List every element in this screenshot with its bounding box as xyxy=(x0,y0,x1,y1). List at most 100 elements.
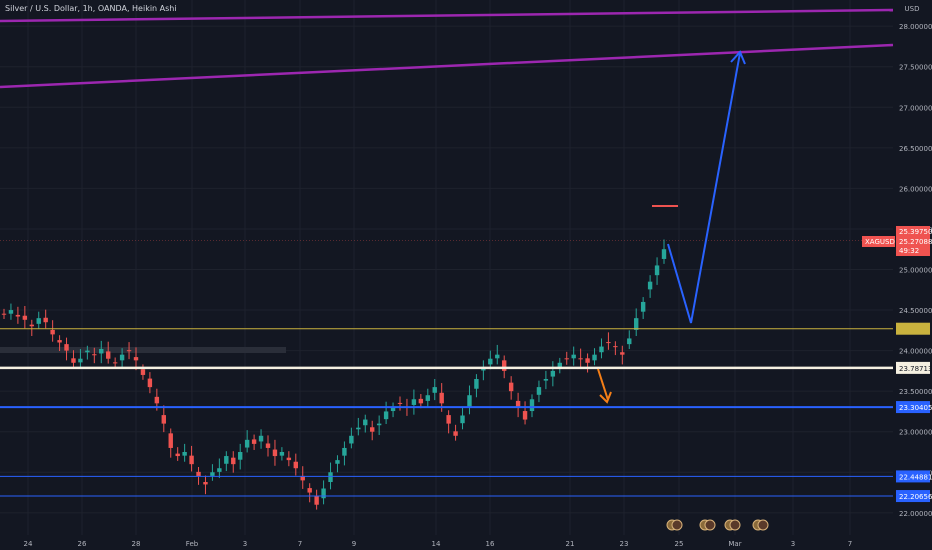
candle-body xyxy=(460,415,465,424)
time-tick-label: 26 xyxy=(78,540,87,548)
candle-body xyxy=(78,358,83,363)
candle-body xyxy=(15,314,21,317)
price-axis-background xyxy=(896,0,932,550)
candle-body xyxy=(557,362,562,369)
candle-body xyxy=(640,301,646,312)
candle-body xyxy=(654,265,660,276)
candle-body xyxy=(106,351,111,359)
candle-body xyxy=(418,398,424,404)
candle-body xyxy=(439,392,444,404)
price-tick-label: 22.00000 xyxy=(899,510,932,518)
candle-body xyxy=(307,488,312,493)
price-tick-label: 26.50000 xyxy=(899,145,932,153)
candle-body xyxy=(370,427,375,432)
candle-body xyxy=(99,348,104,354)
candle-body xyxy=(432,387,437,393)
candle-body xyxy=(446,415,451,424)
candle-body xyxy=(1,313,7,315)
candle-body xyxy=(453,431,458,436)
candle-body xyxy=(140,369,146,375)
candle-body xyxy=(467,395,472,407)
current-price-tag xyxy=(896,226,930,256)
price-tick-label: 27.00000 xyxy=(899,104,932,112)
price-tick-label: 28.00000 xyxy=(899,23,932,31)
level-price-tag xyxy=(896,322,930,335)
candle-body xyxy=(22,315,28,320)
time-tick-label: 14 xyxy=(432,540,441,548)
candle-body xyxy=(647,281,653,290)
candle-body xyxy=(196,471,201,477)
candle-body xyxy=(529,399,535,412)
price-tick-label: 27.50000 xyxy=(899,64,932,72)
time-tick-label: 28 xyxy=(132,540,141,548)
candle-body xyxy=(112,362,118,364)
candle-body xyxy=(258,435,264,442)
candle-body xyxy=(64,344,69,351)
time-tick-label: 24 xyxy=(24,540,33,548)
symbol-label: XAGUSD xyxy=(865,238,895,246)
candle-body xyxy=(224,456,229,464)
time-tick-label: 16 xyxy=(486,540,495,548)
candle-body xyxy=(390,407,396,412)
axis-currency: USD xyxy=(905,5,920,13)
candle-body xyxy=(543,379,549,381)
candle-body xyxy=(634,318,639,330)
time-tick-label: 25 xyxy=(675,540,684,548)
level-price-tag xyxy=(896,490,930,503)
candle-body xyxy=(578,358,583,360)
candle-body xyxy=(314,496,319,505)
candle-body xyxy=(210,472,215,476)
candle-body xyxy=(425,395,430,401)
candle-body xyxy=(592,354,597,361)
candle-body xyxy=(203,482,208,485)
down-arrow-shaft xyxy=(597,368,609,401)
candle-body xyxy=(488,358,493,365)
projection-arrowhead xyxy=(730,50,746,65)
candle-body xyxy=(564,358,569,360)
candle-body xyxy=(217,468,222,472)
chart-title: Silver / U.S. Dollar, 1h, OANDA, Heikin … xyxy=(5,4,177,13)
candle-body xyxy=(293,461,298,469)
candle-body xyxy=(231,457,236,465)
candle-body xyxy=(342,447,347,456)
candle-body xyxy=(154,396,160,404)
candle-body xyxy=(536,387,542,395)
candle-body xyxy=(550,370,556,377)
candle-body xyxy=(376,423,382,426)
level-price-label: 22.44881 xyxy=(899,473,932,481)
channel-line-lower xyxy=(0,43,894,89)
price-tick-label: 26.00000 xyxy=(899,185,932,193)
candle-body xyxy=(508,382,514,392)
candle-body xyxy=(300,475,305,481)
candle-body xyxy=(92,354,97,356)
candle-body xyxy=(238,452,243,460)
price-tick-label: 23.50000 xyxy=(899,388,932,396)
event-flag-icon xyxy=(729,519,741,531)
candle-body xyxy=(57,340,62,343)
candle-body xyxy=(522,411,528,420)
level-price-label: 23.30405 xyxy=(899,404,932,412)
down-arrow-head xyxy=(599,391,612,404)
candle-body xyxy=(36,318,41,324)
level-price-label: 23.78713 xyxy=(899,365,932,373)
candle-body xyxy=(613,346,618,348)
candle-body xyxy=(363,419,368,426)
candle-body xyxy=(321,488,326,499)
candle-body xyxy=(502,360,507,371)
candle-body xyxy=(272,449,278,457)
candle-body xyxy=(620,352,625,355)
candle-body xyxy=(147,378,153,388)
candle-body xyxy=(515,400,521,408)
candle-body xyxy=(71,358,76,363)
time-tick-label: 9 xyxy=(352,540,356,548)
candle-body xyxy=(474,379,479,389)
candle-body xyxy=(411,399,417,405)
time-tick-label: 7 xyxy=(848,540,852,548)
time-tick-label: 23 xyxy=(620,540,629,548)
candle-body xyxy=(349,435,354,444)
time-tick-label: Feb xyxy=(186,540,199,548)
candle-body xyxy=(606,342,611,344)
